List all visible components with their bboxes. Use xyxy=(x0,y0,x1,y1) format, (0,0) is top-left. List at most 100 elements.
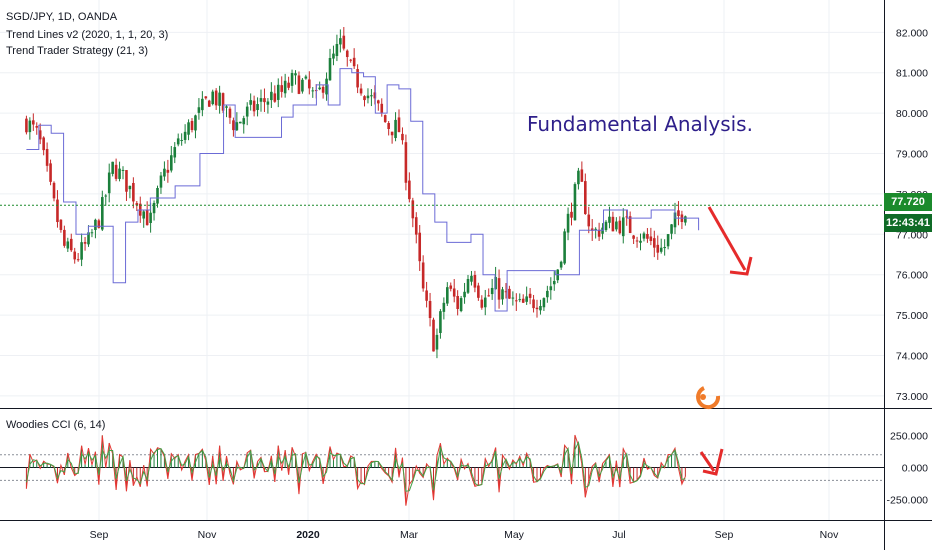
candle-body xyxy=(421,262,425,289)
candle-body xyxy=(566,213,570,233)
candle-body xyxy=(349,59,353,61)
x-axis-labels: Sep Nov 2020 Mar May Jul Sep Nov xyxy=(90,529,839,541)
candle-body xyxy=(432,319,435,352)
y-tick-label: 74.000 xyxy=(896,350,928,362)
y-tick-label: 76.000 xyxy=(896,270,928,282)
candle-body xyxy=(649,236,653,242)
candle-body xyxy=(580,169,584,182)
candle-body xyxy=(25,118,28,133)
candle-body xyxy=(207,100,211,107)
candle-body xyxy=(442,302,446,312)
x-tick-label: Nov xyxy=(820,529,839,541)
candle-body xyxy=(490,287,494,295)
candle-body xyxy=(304,76,308,79)
candle-body xyxy=(114,164,118,179)
candle-body xyxy=(494,276,497,290)
candle-body xyxy=(611,216,615,232)
candle-body xyxy=(180,140,183,142)
candle-body xyxy=(335,43,339,57)
y-tick-label: 73.000 xyxy=(896,391,928,403)
candle-body xyxy=(256,104,259,111)
candle-body xyxy=(294,73,297,76)
candle-body xyxy=(666,234,670,247)
candle-body xyxy=(621,217,625,237)
y-tick-label: 77.000 xyxy=(896,229,928,241)
candle-body xyxy=(597,229,601,237)
candle-body xyxy=(218,92,221,106)
candle-body xyxy=(563,231,566,264)
candle-body xyxy=(390,131,394,136)
candle-body xyxy=(418,232,422,262)
candle-body xyxy=(187,122,190,135)
candle-body xyxy=(145,210,149,226)
down-arrow-cci xyxy=(699,448,724,476)
candle-body xyxy=(232,120,235,131)
candle-body xyxy=(38,130,42,140)
candle-body xyxy=(125,170,128,192)
candle-body xyxy=(452,288,456,297)
candle-body xyxy=(49,163,52,182)
candle-body xyxy=(35,126,39,128)
candle-body xyxy=(339,38,342,45)
candle-body xyxy=(463,291,466,298)
candle-body xyxy=(101,197,104,230)
logo-icon xyxy=(696,386,721,410)
candle-body xyxy=(635,240,639,242)
candle-body xyxy=(532,299,535,309)
candle-body xyxy=(546,290,549,298)
candle-body xyxy=(73,251,77,260)
candle-body xyxy=(28,120,32,133)
candle-body xyxy=(325,78,328,95)
candle-body xyxy=(301,79,304,92)
candle-body xyxy=(497,278,501,300)
candle-body xyxy=(214,90,218,106)
candle-body xyxy=(549,286,553,291)
candle-body xyxy=(80,242,83,260)
candle-body xyxy=(380,103,384,113)
candle-body xyxy=(356,69,359,88)
candle-body xyxy=(283,80,287,94)
candle-body xyxy=(542,298,546,308)
candle-body xyxy=(552,280,556,285)
candle-body xyxy=(449,285,453,289)
oscillator-title: Woodies CCI (6, 14) xyxy=(6,419,106,431)
candle-body xyxy=(528,293,532,298)
candle-body xyxy=(245,106,249,117)
candle-body xyxy=(387,123,390,129)
candle-body xyxy=(52,182,56,199)
candle-body xyxy=(201,98,204,111)
candle-body xyxy=(446,287,449,304)
x-tick-label: Jul xyxy=(612,529,625,541)
cci-tick-label: -250.000 xyxy=(887,495,929,507)
candle-body xyxy=(632,235,635,239)
candle-body xyxy=(525,296,528,302)
candle-body xyxy=(435,334,439,350)
cci-tick-label: 250.000 xyxy=(890,431,928,443)
candle-body xyxy=(615,221,618,230)
candle-body xyxy=(107,172,111,194)
candle-body xyxy=(163,168,166,177)
candle-body xyxy=(570,211,573,218)
candle-body xyxy=(397,117,401,133)
candle-body xyxy=(128,185,132,190)
candle-body xyxy=(159,175,163,188)
candle-body xyxy=(370,95,373,97)
candle-body xyxy=(401,133,404,141)
candle-body xyxy=(477,285,480,298)
candle-body xyxy=(173,147,177,158)
last-price-tag: 77.720 xyxy=(884,193,932,211)
candle-body xyxy=(45,148,49,166)
x-tick-label: Nov xyxy=(198,529,217,541)
candle-body xyxy=(670,224,673,234)
candle-body xyxy=(352,57,356,67)
candle-body xyxy=(318,87,321,90)
candle-body xyxy=(242,118,246,125)
candle-body xyxy=(625,216,629,218)
candle-body xyxy=(487,295,491,297)
candle-body xyxy=(94,219,97,230)
countdown-tag: 12:43:41 xyxy=(884,214,932,232)
candle-body xyxy=(118,168,121,179)
candle-body xyxy=(190,120,194,131)
candle-body xyxy=(273,93,277,102)
